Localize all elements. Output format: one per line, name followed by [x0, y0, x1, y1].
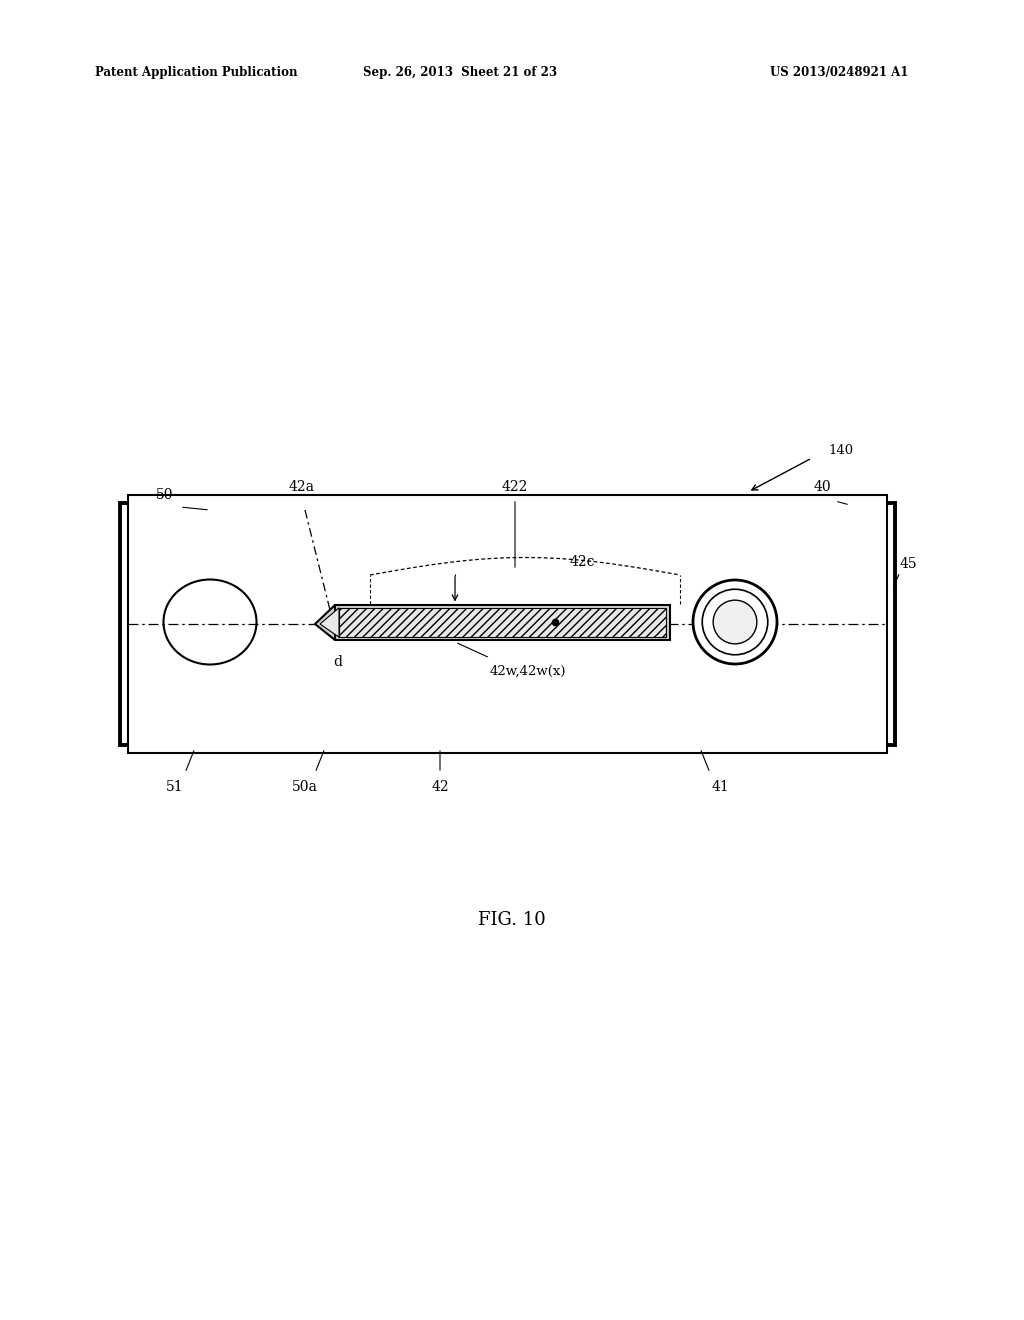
Text: Sep. 26, 2013  Sheet 21 of 23: Sep. 26, 2013 Sheet 21 of 23: [362, 66, 557, 78]
Polygon shape: [319, 607, 339, 638]
Text: 50a: 50a: [292, 780, 317, 795]
Text: 140: 140: [828, 444, 853, 457]
Polygon shape: [315, 605, 335, 640]
Text: 51: 51: [166, 780, 184, 795]
Text: 42a: 42a: [289, 480, 315, 494]
Text: 41: 41: [711, 780, 729, 795]
Text: 42w,42w(x): 42w,42w(x): [490, 665, 566, 678]
Text: 50: 50: [157, 488, 174, 502]
Text: 40: 40: [813, 480, 830, 494]
Bar: [128, 495, 887, 752]
Circle shape: [713, 601, 757, 644]
Text: Patent Application Publication: Patent Application Publication: [95, 66, 298, 78]
Text: FIG. 10: FIG. 10: [478, 911, 546, 929]
Text: 42c: 42c: [570, 554, 596, 569]
Bar: [339, 607, 666, 638]
Text: 45: 45: [900, 557, 918, 572]
Circle shape: [702, 589, 768, 655]
Ellipse shape: [164, 579, 256, 664]
Text: 42: 42: [431, 780, 449, 795]
Circle shape: [693, 579, 777, 664]
Text: 422: 422: [502, 480, 528, 494]
Text: US 2013/0248921 A1: US 2013/0248921 A1: [770, 66, 908, 78]
Bar: [335, 605, 670, 640]
Text: d: d: [334, 655, 342, 669]
Bar: [120, 503, 895, 744]
